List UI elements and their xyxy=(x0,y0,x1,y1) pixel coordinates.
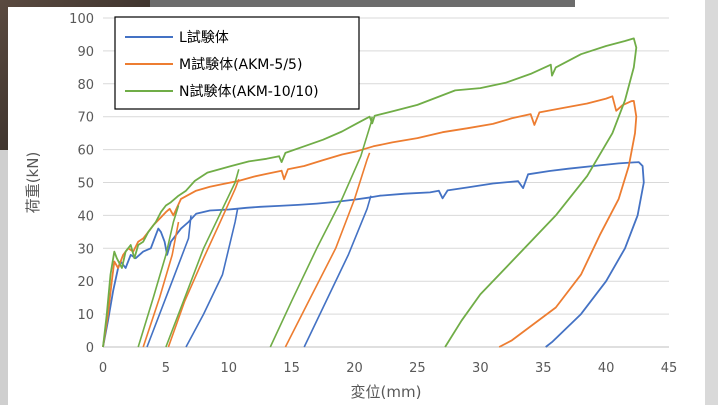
series-2 xyxy=(102,37,638,348)
series-2-loop-1 xyxy=(165,169,240,348)
y-tick-label: 40 xyxy=(77,209,94,224)
x-tick-label: 5 xyxy=(162,361,170,376)
background-right-band xyxy=(705,0,718,405)
x-tick-label: 0 xyxy=(99,361,107,376)
legend-entry-n: N試験体(AKM-10/10) xyxy=(125,84,319,100)
x-tick-labels: 0 5 10 15 20 25 30 35 40 45 xyxy=(99,361,677,376)
series-1-line xyxy=(102,95,638,348)
series-lines xyxy=(102,37,645,348)
legend-entry-l: L試験体 xyxy=(125,30,229,46)
series-1-loop-2 xyxy=(284,152,371,348)
series-0-loop-0 xyxy=(146,215,192,348)
series-2-loop-0 xyxy=(137,205,180,348)
series-1-loop-1 xyxy=(167,178,240,348)
legend-label-m: M試験体(AKM-5/5) xyxy=(179,57,302,73)
x-axis-title: 変位(mm) xyxy=(351,383,422,401)
series-0 xyxy=(102,161,645,348)
series-2-loop-2 xyxy=(269,116,373,348)
x-tick-label: 15 xyxy=(283,361,300,376)
series-2-line xyxy=(102,37,638,348)
y-tick-label: 100 xyxy=(69,12,94,27)
x-tick-label: 45 xyxy=(661,361,678,376)
legend: L試験体 M試験体(AKM-5/5) N試験体(AKM-10/10) xyxy=(114,16,360,110)
series-0-loop-2 xyxy=(303,195,372,348)
x-tick-label: 10 xyxy=(221,361,238,376)
y-tick-labels: 0 10 20 30 40 50 60 70 80 90 100 xyxy=(69,12,94,356)
chart-panel: 0 10 20 30 40 50 60 70 80 90 100 0 5 10 15 20 25 30 35 40 4… xyxy=(8,7,705,405)
y-tick-label: 0 xyxy=(86,341,94,356)
y-axis-title: 荷重(kN) xyxy=(24,152,42,214)
y-tick-label: 30 xyxy=(77,242,94,257)
x-tick-label: 30 xyxy=(472,361,489,376)
y-tick-label: 60 xyxy=(77,144,94,159)
legend-label-l: L試験体 xyxy=(179,30,229,46)
y-tick-label: 70 xyxy=(77,111,94,126)
x-tick-label: 20 xyxy=(346,361,363,376)
y-tick-label: 50 xyxy=(77,177,94,192)
series-1-loop-0 xyxy=(142,221,180,348)
background-top-band xyxy=(150,0,575,7)
legend-label-n: N試験体(AKM-10/10) xyxy=(179,84,319,100)
x-tick-label: 25 xyxy=(409,361,426,376)
y-tick-label: 80 xyxy=(77,78,94,93)
y-tick-label: 20 xyxy=(77,275,94,290)
x-tick-label: 40 xyxy=(598,361,615,376)
series-1 xyxy=(102,95,638,348)
y-tick-label: 90 xyxy=(77,45,94,60)
background-left-strip xyxy=(0,150,8,405)
load-displacement-chart: 0 10 20 30 40 50 60 70 80 90 100 0 5 10 15 20 25 30 35 40 4… xyxy=(24,12,677,401)
x-tick-label: 35 xyxy=(535,361,552,376)
series-0-line xyxy=(102,161,645,348)
series-0-loop-1 xyxy=(185,208,239,348)
y-tick-label: 10 xyxy=(77,308,94,323)
legend-entry-m: M試験体(AKM-5/5) xyxy=(125,57,302,73)
